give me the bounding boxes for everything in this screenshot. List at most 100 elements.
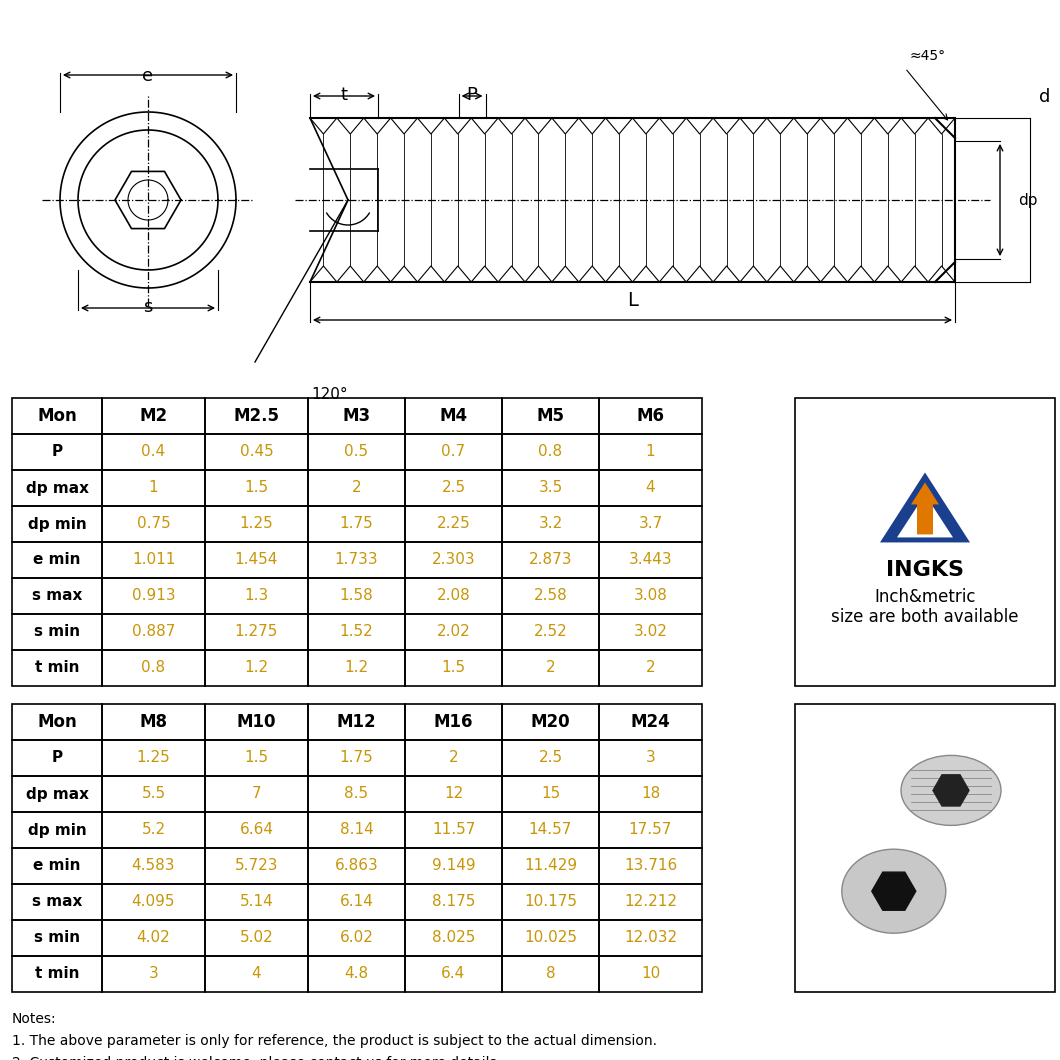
Bar: [502, 578, 599, 614]
Bar: [102, 470, 205, 506]
Text: 4: 4: [646, 480, 655, 495]
Bar: [205, 650, 308, 686]
Text: 0.75: 0.75: [137, 516, 171, 531]
Text: 6.863: 6.863: [335, 859, 378, 873]
Text: 3.5: 3.5: [538, 480, 563, 495]
Text: 8.175: 8.175: [431, 895, 475, 909]
Bar: [205, 506, 308, 542]
Bar: [502, 614, 599, 650]
Text: 13.716: 13.716: [624, 859, 677, 873]
Bar: [205, 470, 308, 506]
Bar: [205, 920, 308, 956]
Polygon shape: [933, 775, 969, 806]
Bar: [12, 740, 102, 776]
Bar: [599, 812, 702, 848]
Text: 2.873: 2.873: [529, 552, 572, 567]
Bar: [102, 506, 205, 542]
Text: 1.5: 1.5: [245, 480, 268, 495]
Text: 5.02: 5.02: [240, 931, 273, 946]
Text: 11.57: 11.57: [431, 823, 475, 837]
Text: 1.25: 1.25: [137, 750, 171, 765]
Text: 1.58: 1.58: [339, 588, 373, 603]
Bar: [102, 740, 205, 776]
Bar: [502, 542, 599, 578]
Bar: [599, 614, 702, 650]
Text: 8.14: 8.14: [339, 823, 373, 837]
Bar: [102, 920, 205, 956]
Text: dp max: dp max: [25, 480, 88, 495]
Bar: [102, 704, 205, 740]
Text: s: s: [143, 298, 153, 316]
Bar: [308, 434, 405, 470]
Bar: [308, 884, 405, 920]
Bar: [12, 884, 102, 920]
Bar: [599, 920, 702, 956]
Text: 4.8: 4.8: [344, 967, 369, 982]
Bar: [599, 578, 702, 614]
Text: 5.2: 5.2: [141, 823, 165, 837]
Ellipse shape: [901, 756, 1001, 826]
Text: M20: M20: [531, 713, 570, 731]
Text: 5.14: 5.14: [240, 895, 273, 909]
Bar: [12, 542, 102, 578]
Bar: [102, 398, 205, 434]
Bar: [102, 812, 205, 848]
Text: 3.08: 3.08: [634, 588, 668, 603]
Bar: [599, 956, 702, 992]
Bar: [205, 884, 308, 920]
Bar: [102, 434, 205, 470]
Text: 1.75: 1.75: [339, 516, 373, 531]
Bar: [502, 848, 599, 884]
Bar: [308, 542, 405, 578]
Bar: [599, 542, 702, 578]
Bar: [102, 848, 205, 884]
Text: 1. The above parameter is only for reference, the product is subject to the actu: 1. The above parameter is only for refer…: [12, 1034, 657, 1048]
Bar: [599, 776, 702, 812]
Text: 2.25: 2.25: [437, 516, 471, 531]
Text: 1.454: 1.454: [235, 552, 278, 567]
Bar: [308, 704, 405, 740]
Text: 0.5: 0.5: [344, 444, 369, 459]
Bar: [405, 704, 502, 740]
Text: 3.02: 3.02: [634, 624, 668, 639]
Text: e: e: [142, 67, 154, 85]
Text: s max: s max: [32, 588, 83, 603]
Text: 1.011: 1.011: [131, 552, 175, 567]
Bar: [405, 434, 502, 470]
Bar: [308, 848, 405, 884]
Text: 12.032: 12.032: [624, 931, 677, 946]
Bar: [12, 776, 102, 812]
Bar: [308, 812, 405, 848]
Text: dp min: dp min: [28, 823, 86, 837]
Bar: [405, 542, 502, 578]
Bar: [12, 434, 102, 470]
Text: 6.14: 6.14: [339, 895, 373, 909]
Text: 4.02: 4.02: [137, 931, 171, 946]
Text: s max: s max: [32, 895, 83, 909]
Text: 2: 2: [448, 750, 458, 765]
Bar: [795, 704, 1055, 992]
Text: 1: 1: [148, 480, 158, 495]
Text: 2. Customized product is welcome, please contact us for more details.: 2. Customized product is welcome, please…: [12, 1056, 501, 1060]
Text: 1.733: 1.733: [335, 552, 378, 567]
Bar: [599, 848, 702, 884]
Bar: [502, 470, 599, 506]
Text: 6.64: 6.64: [240, 823, 273, 837]
Text: e min: e min: [33, 552, 81, 567]
Text: t min: t min: [35, 660, 80, 675]
Bar: [12, 650, 102, 686]
Bar: [205, 704, 308, 740]
Polygon shape: [911, 482, 939, 534]
Text: M2: M2: [140, 407, 167, 425]
Bar: [102, 542, 205, 578]
Text: P: P: [466, 86, 477, 104]
Text: s min: s min: [34, 624, 81, 639]
Text: 2.5: 2.5: [441, 480, 465, 495]
Bar: [599, 650, 702, 686]
Text: 1.2: 1.2: [245, 660, 268, 675]
Text: ≈45°: ≈45°: [909, 49, 947, 63]
Bar: [205, 614, 308, 650]
Text: 17.57: 17.57: [629, 823, 672, 837]
Bar: [308, 740, 405, 776]
Text: 2.08: 2.08: [437, 588, 471, 603]
